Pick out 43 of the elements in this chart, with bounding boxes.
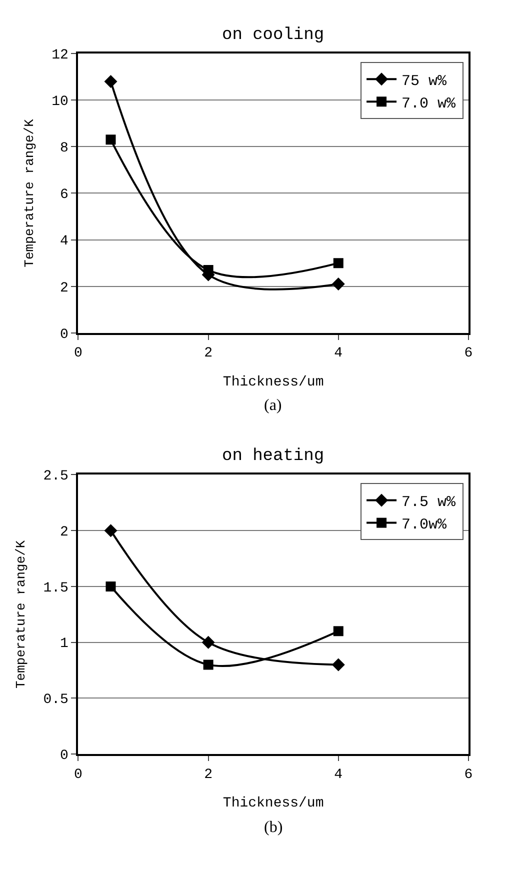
point: [104, 524, 118, 538]
point: [106, 581, 116, 592]
y-tick-label: 6: [60, 187, 68, 204]
point: [332, 278, 345, 291]
y-tick-label: 1.5: [43, 580, 68, 596]
y-tick-label: 8: [60, 140, 68, 157]
y-tick-label: 2: [60, 280, 68, 296]
y-tick-label: 0: [60, 326, 68, 343]
chart-title: on cooling: [222, 26, 324, 45]
y-tick-label: 0: [60, 748, 68, 764]
y-tick-label: 1: [60, 636, 68, 652]
x-axis-title: Thickness/um: [222, 374, 324, 391]
y-tick-label: 12: [52, 47, 68, 64]
y-tick-label: 4: [60, 234, 68, 250]
x-tick-label: 0: [74, 766, 82, 783]
point: [203, 660, 214, 670]
y-tick-label: 2.5: [43, 468, 68, 485]
x-tick-label: 6: [464, 346, 473, 362]
y-axis-title: Temperature range/K: [14, 540, 29, 689]
x-tick-label: 4: [334, 346, 343, 362]
point: [106, 134, 116, 145]
point: [104, 74, 118, 88]
x-axis-title: Thickness/um: [222, 796, 324, 812]
point: [202, 636, 215, 649]
chart-title: on heating: [222, 447, 324, 466]
x-tick-label: 0: [74, 346, 82, 362]
legend-label: 7.0w%: [402, 516, 448, 534]
legend-label: 7.5 w%: [402, 494, 457, 512]
y-axis-title: Temperature range/K: [22, 118, 38, 268]
legend-label: 7.0 w%: [402, 95, 457, 112]
legend-label: 75 w%: [402, 72, 448, 90]
point: [333, 626, 344, 636]
point: [332, 658, 345, 672]
x-tick-label: 6: [464, 766, 473, 783]
y-tick-label: 0.5: [43, 692, 68, 708]
x-tick-label: 4: [334, 766, 343, 783]
x-tick-label: 2: [204, 766, 213, 783]
y-tick-label: 10: [52, 94, 68, 110]
text: (a): [264, 397, 282, 414]
text: (b): [264, 819, 283, 836]
x-tick-label: 2: [204, 346, 213, 362]
y-tick-label: 2: [60, 524, 68, 540]
point: [333, 258, 344, 268]
